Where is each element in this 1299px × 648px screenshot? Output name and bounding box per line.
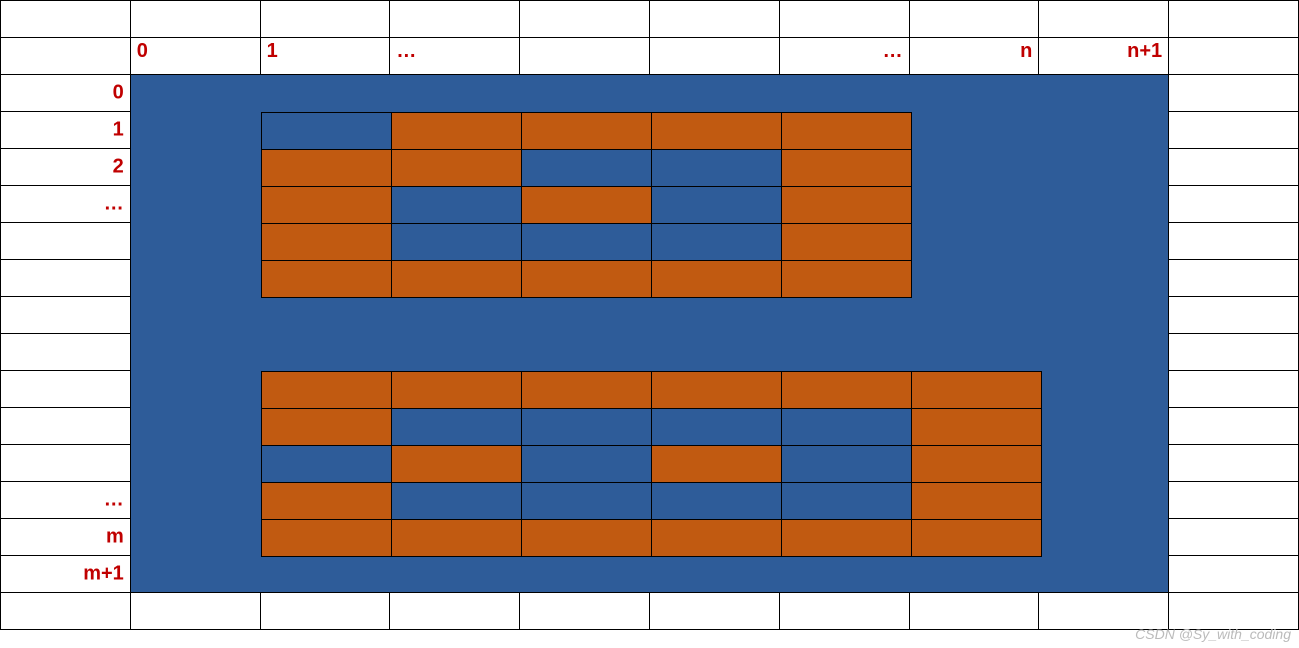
col-label-0: 0 — [137, 40, 148, 63]
row-label-m1: m+1 — [83, 563, 124, 586]
inner-cell — [781, 224, 911, 261]
outer-grid: 0 1 … … n n+1 0 1 2 … … m m+1 — [0, 0, 1299, 630]
inner-cell — [651, 483, 781, 520]
inner-cell — [521, 150, 651, 187]
inner-cell — [651, 113, 781, 150]
inner-row — [261, 520, 1041, 557]
inner-cell — [391, 187, 521, 224]
watermark: CSDN @Sy_with_coding — [1135, 626, 1291, 642]
inner-cell — [911, 446, 1041, 483]
inner-row — [261, 113, 911, 150]
inner-cell — [781, 520, 911, 557]
inner-cell — [261, 150, 391, 187]
inner-cell — [521, 520, 651, 557]
inner-row — [261, 224, 911, 261]
inner-cell — [651, 409, 781, 446]
row-label-ellipsis-2: … — [104, 489, 124, 512]
row-label-ellipsis-1: … — [104, 193, 124, 216]
inner-cell — [391, 224, 521, 261]
row-label-2: 2 — [113, 156, 124, 179]
inner-cell — [781, 409, 911, 446]
col-label-n: n — [1020, 40, 1032, 63]
inner-cell — [261, 113, 391, 150]
inner-cell — [261, 446, 391, 483]
inner-cell — [521, 224, 651, 261]
inner-row — [261, 483, 1041, 520]
grid-row: 0 — [1, 75, 1299, 112]
inner-cell — [391, 446, 521, 483]
inner-cell — [781, 150, 911, 187]
inner-cell — [261, 409, 391, 446]
inner-cell — [651, 150, 781, 187]
row-label-m: m — [106, 526, 124, 549]
grid-row — [1, 593, 1299, 630]
inner-row — [261, 261, 911, 298]
inner-grid-2 — [261, 371, 1042, 557]
inner-cell — [391, 409, 521, 446]
inner-cell — [781, 261, 911, 298]
col-label-ellipsis-2: … — [883, 40, 903, 63]
inner-cell — [781, 187, 911, 224]
inner-cell — [261, 224, 391, 261]
inner-cell — [911, 520, 1041, 557]
inner-cell — [781, 113, 911, 150]
inner-cell — [391, 483, 521, 520]
inner-cell — [521, 446, 651, 483]
inner-cell — [781, 372, 911, 409]
inner-cell — [521, 483, 651, 520]
grid-row — [1, 1, 1299, 38]
inner-cell — [391, 372, 521, 409]
inner-row — [261, 372, 1041, 409]
inner-cell — [651, 224, 781, 261]
inner-cell — [521, 372, 651, 409]
inner-grid-1 — [261, 112, 912, 298]
inner-cell — [781, 483, 911, 520]
inner-cell — [651, 520, 781, 557]
inner-row — [261, 446, 1041, 483]
inner-row — [261, 409, 1041, 446]
inner-cell — [651, 446, 781, 483]
inner-cell — [391, 150, 521, 187]
inner-cell — [261, 483, 391, 520]
inner-cell — [911, 409, 1041, 446]
inner-row — [261, 150, 911, 187]
blue-region — [130, 75, 1168, 593]
inner-cell — [521, 187, 651, 224]
inner-cell — [261, 187, 391, 224]
col-label-ellipsis-1: … — [396, 40, 416, 63]
inner-cell — [261, 372, 391, 409]
inner-cell — [911, 372, 1041, 409]
col-header-row: 0 1 … … n n+1 — [1, 38, 1299, 75]
inner-cell — [651, 187, 781, 224]
col-label-1: 1 — [267, 40, 278, 63]
row-label-0: 0 — [113, 82, 124, 105]
inner-cell — [521, 409, 651, 446]
inner-cell — [391, 261, 521, 298]
inner-cell — [391, 113, 521, 150]
inner-cell — [781, 446, 911, 483]
inner-cell — [521, 113, 651, 150]
inner-cell — [261, 261, 391, 298]
inner-cell — [521, 261, 651, 298]
inner-cell — [651, 372, 781, 409]
row-label-1: 1 — [113, 119, 124, 142]
inner-cell — [391, 520, 521, 557]
inner-row — [261, 187, 911, 224]
inner-cell — [261, 520, 391, 557]
inner-cell — [911, 483, 1041, 520]
col-label-n1: n+1 — [1127, 40, 1162, 63]
inner-cell — [651, 261, 781, 298]
